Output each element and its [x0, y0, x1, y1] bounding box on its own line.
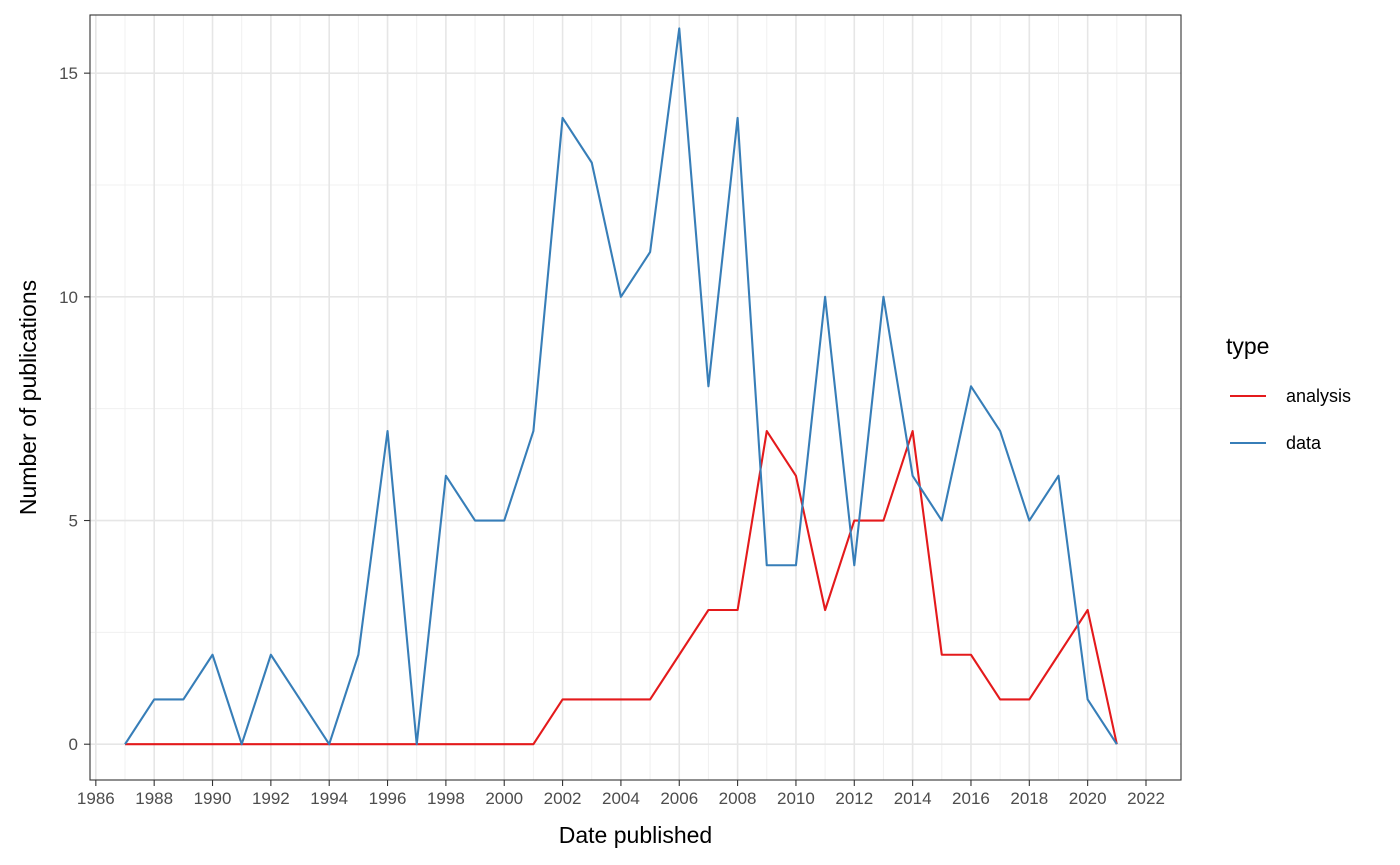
- x-tick-label: 1988: [135, 789, 173, 808]
- x-tick-label: 2006: [660, 789, 698, 808]
- x-tick-label: 2010: [777, 789, 815, 808]
- legend-label: data: [1286, 433, 1322, 453]
- y-axis-title: Number of publications: [15, 280, 41, 515]
- x-axis: 1986 1988 1990 1992 1994 1996 1998 2000 2002 2004…: [77, 780, 1165, 808]
- legend-label: analysis: [1286, 386, 1351, 406]
- x-tick-label: 1992: [252, 789, 290, 808]
- x-tick-label: 2014: [894, 789, 932, 808]
- y-tick-label: 5: [69, 512, 78, 531]
- y-tick-label: 0: [69, 735, 78, 754]
- x-tick-label: 2004: [602, 789, 640, 808]
- x-tick-label: 1996: [369, 789, 407, 808]
- y-tick-label: 15: [59, 64, 78, 83]
- y-tick-label: 10: [59, 288, 78, 307]
- x-tick-label: 2018: [1010, 789, 1048, 808]
- x-tick-label: 1994: [310, 789, 348, 808]
- x-tick-label: 1998: [427, 789, 465, 808]
- x-tick-label: 1990: [194, 789, 232, 808]
- x-tick-label: 2008: [719, 789, 757, 808]
- minor-gridlines: [90, 15, 1181, 780]
- legend: type analysis data: [1226, 333, 1351, 453]
- x-tick-label: 2020: [1069, 789, 1107, 808]
- legend-title: type: [1226, 333, 1269, 359]
- major-gridlines: [90, 15, 1181, 780]
- legend-item-data: data: [1230, 433, 1322, 453]
- y-axis: 0 5 10 15: [59, 64, 90, 754]
- x-tick-label: 2000: [485, 789, 523, 808]
- x-tick-label: 2022: [1127, 789, 1165, 808]
- x-tick-label: 2002: [544, 789, 582, 808]
- panel-border: [89, 14, 1182, 781]
- x-tick-label: 1986: [77, 789, 115, 808]
- x-tick-label: 2012: [835, 789, 873, 808]
- x-axis-title: Date published: [559, 822, 712, 848]
- series-lines: [124, 27, 1118, 746]
- series-line-analysis: [125, 429, 1118, 746]
- legend-item-analysis: analysis: [1230, 386, 1351, 406]
- series-line-data: [124, 27, 1118, 746]
- legend-items: analysis data: [1230, 386, 1351, 453]
- x-tick-label: 2016: [952, 789, 990, 808]
